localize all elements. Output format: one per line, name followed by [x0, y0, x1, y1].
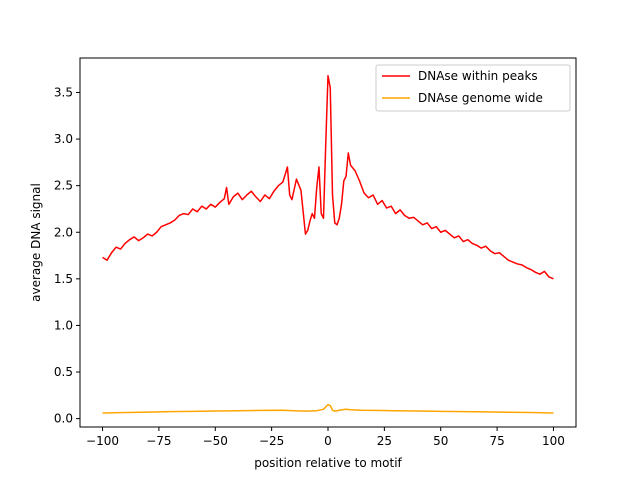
x-tick-label: −100: [86, 434, 119, 448]
y-tick-label: 1.5: [54, 272, 73, 286]
x-tick-label: 75: [489, 434, 504, 448]
x-tick-label: 25: [377, 434, 392, 448]
series-line-1: [102, 74, 554, 280]
x-tick-label: 0: [324, 434, 332, 448]
y-axis-label: average DNA signal: [29, 183, 43, 302]
x-tick-label: −25: [259, 434, 284, 448]
legend-label: DNAse genome wide: [418, 91, 543, 105]
x-axis-ticks: −100 −75 −50 −25 0 25 50 75 100: [86, 427, 565, 448]
y-tick-label: 2.0: [54, 225, 73, 239]
legend: DNAse within peaks DNAse genome wide: [375, 64, 571, 112]
series-layer: [102, 74, 554, 414]
legend-box: [375, 64, 571, 112]
y-tick-label: 0.0: [54, 412, 73, 426]
series-line-2: [102, 403, 554, 414]
axes-frame: [79, 57, 577, 428]
x-tick-label: −50: [203, 434, 228, 448]
x-tick-label: 100: [542, 434, 565, 448]
y-tick-label: 0.5: [54, 365, 73, 379]
y-tick-label: 2.5: [54, 179, 73, 193]
y-axis-ticks: 0.0 0.5 1.0 1.5 2.0 2.5 3.0 3.5: [54, 85, 80, 426]
x-tick-label: 50: [433, 434, 448, 448]
y-tick-label: 3.5: [54, 85, 73, 99]
y-tick-label: 3.0: [54, 132, 73, 146]
x-tick-label: −75: [146, 434, 171, 448]
legend-label: DNAse within peaks: [418, 69, 538, 83]
y-tick-label: 1.0: [54, 318, 73, 332]
x-axis-label: position relative to motif: [254, 456, 402, 470]
